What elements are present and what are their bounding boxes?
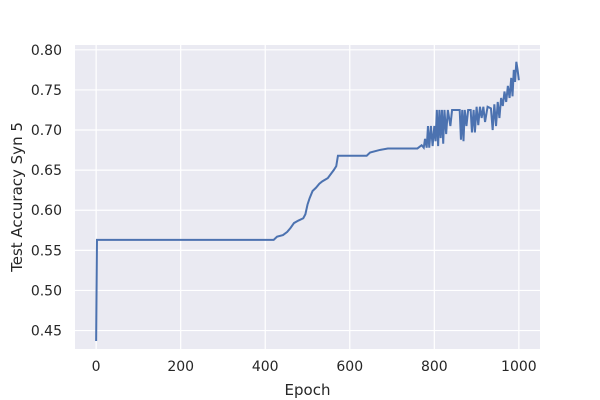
series-layer xyxy=(95,61,520,341)
x-tick-label: 600 xyxy=(336,359,363,375)
plot-area xyxy=(75,45,540,349)
x-tick-label: 800 xyxy=(421,359,448,375)
y-tick-label: 0.75 xyxy=(31,83,62,99)
y-tick-label: 0.60 xyxy=(31,203,62,219)
y-tick-label: 0.65 xyxy=(31,163,62,179)
y-tick-label: 0.45 xyxy=(31,324,62,340)
gridlines xyxy=(75,45,540,349)
series-line xyxy=(95,61,520,341)
x-tick-label: 400 xyxy=(252,359,279,375)
y-tick-label: 0.55 xyxy=(31,243,62,259)
x-tick-label: 1000 xyxy=(501,359,537,375)
y-axis-ticks: 0.45 0.50 0.55 0.60 0.65 0.70 0.75 0.80 xyxy=(31,43,62,340)
y-tick-label: 0.50 xyxy=(31,283,62,299)
y-tick-label: 0.70 xyxy=(31,123,62,139)
y-axis-label: Test Accuracy Syn 5 xyxy=(8,122,26,273)
y-tick-label: 0.80 xyxy=(31,43,62,59)
x-axis-label: Epoch xyxy=(285,381,331,399)
x-axis-ticks: 0 200 400 600 800 1000 xyxy=(92,359,537,375)
x-tick-label: 0 xyxy=(92,359,101,375)
x-tick-label: 200 xyxy=(167,359,194,375)
